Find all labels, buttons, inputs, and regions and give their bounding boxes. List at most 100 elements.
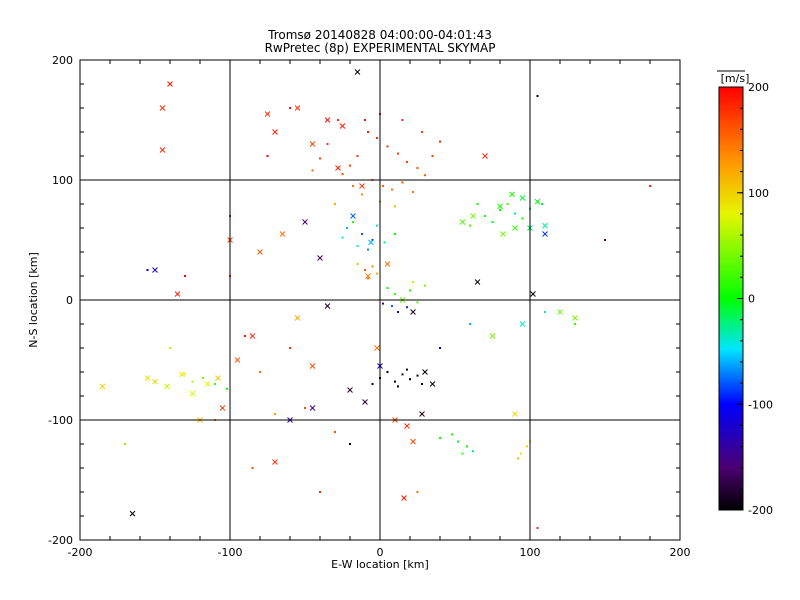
data-points	[99, 69, 651, 529]
dot-point	[409, 289, 411, 292]
dot-point	[361, 193, 363, 196]
dot-point	[574, 323, 576, 325]
y-tick-label: -100	[48, 414, 73, 427]
dot-point	[424, 174, 426, 177]
cross-point	[249, 333, 256, 339]
dot-point	[226, 387, 228, 390]
dot-point	[397, 385, 399, 388]
cross-point	[470, 213, 476, 219]
dot-point	[289, 347, 291, 349]
cross-point	[497, 203, 503, 210]
dot-point	[319, 157, 321, 160]
dot-point	[469, 323, 471, 325]
colorbar-tick-label: 0	[748, 293, 755, 306]
dot-point	[472, 450, 474, 453]
dot-point	[356, 263, 359, 265]
y-tick-label: 100	[52, 174, 73, 187]
dot-point	[409, 378, 411, 381]
dot-point	[184, 275, 186, 277]
dot-point	[371, 239, 374, 241]
cross-point	[542, 222, 548, 229]
dot-point	[124, 443, 126, 445]
dot-point	[346, 227, 348, 229]
y-tick-label: 0	[66, 294, 73, 307]
cross-point	[204, 381, 211, 387]
dot-point	[506, 203, 509, 205]
dot-point	[541, 203, 543, 205]
dot-point	[352, 221, 354, 223]
cross-point	[144, 375, 151, 381]
cross-point	[294, 315, 301, 321]
dot-point	[520, 452, 522, 455]
dot-point	[349, 443, 351, 445]
dot-point	[412, 191, 414, 193]
dot-point	[526, 445, 528, 448]
cross-point	[350, 213, 356, 219]
dot-point	[386, 287, 389, 289]
dot-point	[319, 491, 321, 493]
dot-point	[289, 107, 291, 109]
dot-point	[356, 245, 359, 247]
cross-point	[234, 357, 241, 363]
dot-point	[394, 233, 396, 235]
dot-point	[536, 527, 539, 529]
y-tick-label: -200	[48, 534, 73, 547]
cross-point	[159, 147, 166, 153]
cross-point	[512, 225, 518, 231]
dot-point	[517, 457, 519, 460]
y-tick-label: 200	[52, 54, 73, 67]
dot-point	[349, 164, 351, 167]
cross-point	[302, 219, 308, 225]
dot-point	[521, 217, 524, 220]
cross-point	[557, 309, 563, 315]
dot-point	[406, 368, 408, 371]
cross-point	[530, 291, 536, 297]
x-tick-label: 0	[377, 546, 384, 559]
dot-point	[364, 119, 366, 121]
cross-point	[401, 495, 407, 501]
colorbar-tick-label: 100	[748, 187, 769, 200]
cross-point	[404, 423, 410, 429]
cross-point	[324, 117, 331, 123]
cross-point	[482, 153, 488, 159]
cross-point	[309, 405, 316, 411]
dot-point	[169, 347, 171, 349]
cross-point	[365, 273, 371, 279]
dot-point	[341, 236, 344, 239]
dot-point	[311, 169, 314, 172]
grid-lines	[80, 60, 680, 540]
cross-point	[368, 239, 374, 246]
dot-point	[202, 377, 204, 379]
x-axis-label: E-W location [km]	[331, 558, 429, 571]
dot-point	[491, 221, 494, 223]
cross-point	[354, 69, 361, 75]
dot-point	[484, 215, 486, 217]
dot-point	[382, 185, 384, 187]
dot-point	[376, 137, 378, 139]
dot-point	[371, 265, 374, 268]
colorbar-tick-label: -200	[748, 504, 773, 517]
dot-point	[259, 371, 261, 373]
dot-point	[334, 431, 336, 433]
cross-point	[362, 399, 368, 405]
dot-point	[326, 143, 329, 145]
x-tick-label: 100	[520, 546, 541, 559]
dot-point	[367, 277, 369, 280]
dot-point	[536, 95, 539, 97]
cross-point	[164, 383, 170, 390]
dot-point	[394, 293, 396, 295]
dot-point	[386, 371, 389, 373]
dot-point	[469, 224, 471, 227]
dot-point	[499, 209, 501, 211]
dot-point	[421, 131, 423, 133]
cross-point	[500, 231, 506, 237]
dot-point	[391, 188, 393, 191]
dot-point	[376, 272, 378, 275]
cross-point	[347, 387, 353, 393]
dot-point	[376, 224, 378, 227]
dot-point	[383, 241, 386, 244]
cross-point	[410, 309, 416, 315]
cross-point	[509, 191, 515, 198]
axis-ticks: -200 -100 0 100 200 -200 -100 0 100 200	[48, 54, 690, 559]
chart-subtitle: RwPretec (8p) EXPERIMENTAL SKYMAP	[265, 41, 496, 55]
